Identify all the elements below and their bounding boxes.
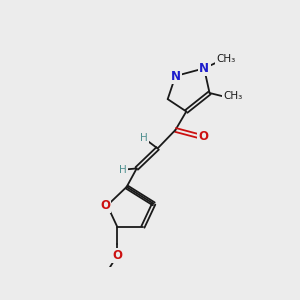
Text: H: H <box>119 165 127 175</box>
Text: O: O <box>112 249 122 262</box>
Text: CH₃: CH₃ <box>223 91 242 101</box>
Text: H: H <box>140 133 148 142</box>
Text: CH₃: CH₃ <box>216 54 236 64</box>
Text: N: N <box>199 62 209 75</box>
Text: O: O <box>100 199 110 212</box>
Text: O: O <box>198 130 208 142</box>
Text: N: N <box>170 70 181 83</box>
